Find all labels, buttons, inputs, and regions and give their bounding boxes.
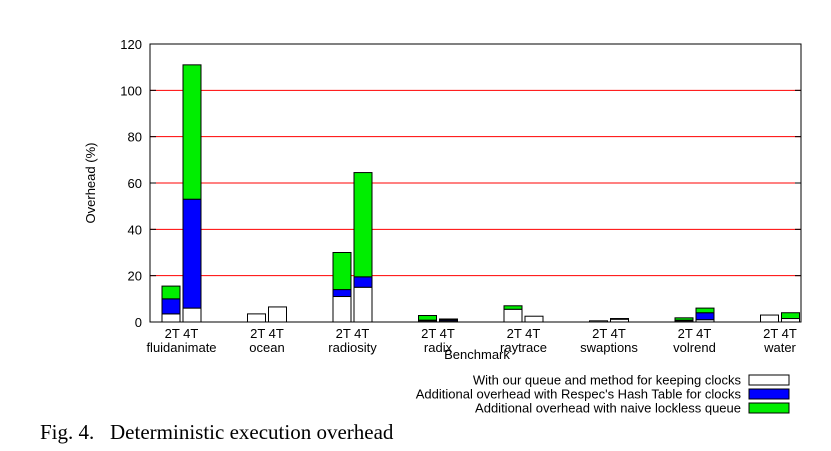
subcategory-label: 2T — [678, 326, 693, 341]
legend: With our queue and method for keeping cl… — [416, 373, 790, 416]
subcategory-label: 4T — [180, 326, 199, 341]
legend-swatch — [748, 374, 790, 386]
bar-segment — [161, 298, 181, 315]
subcategory-label: 2T — [250, 326, 265, 341]
subcategory-label: 4T — [607, 326, 626, 341]
bar-segment — [161, 285, 181, 300]
subcategory-labels: 2T 4T — [678, 326, 712, 341]
y-tick-label: 60 — [128, 176, 142, 191]
bar-segment — [332, 289, 352, 298]
subcategory-labels: 2T 4T — [165, 326, 199, 341]
bar-segment — [247, 313, 266, 323]
bar-segment — [353, 286, 373, 323]
bar-segment — [524, 315, 544, 323]
subcategory-labels: 2T 4T — [336, 326, 370, 341]
figure-caption: Fig. 4. Deterministic execution overhead — [40, 420, 394, 444]
subcategory-labels: 2T 4T — [421, 326, 455, 341]
bar-segment — [353, 172, 373, 278]
bar-segment — [781, 312, 800, 320]
bar-segment — [503, 305, 523, 310]
bar-segment — [332, 296, 352, 323]
category-label: water — [763, 340, 796, 355]
y-tick-label: 80 — [128, 130, 142, 145]
subcategory-label: 2T — [421, 326, 436, 341]
legend-label: Additional overhead with Respec's Hash T… — [416, 387, 742, 402]
bar-segment — [781, 318, 800, 323]
bars — [161, 64, 800, 323]
subcategory-label: 2T — [763, 326, 778, 341]
subcategory-label: 2T — [507, 326, 522, 341]
bar-segment — [695, 312, 715, 321]
bar-segment — [182, 64, 202, 200]
subcategory-label: 2T — [592, 326, 607, 341]
category-label: radiosity — [328, 340, 377, 355]
subcategory-labels: 2T 4T — [250, 326, 284, 341]
legend-label: Additional overhead with naive lockless … — [475, 401, 741, 416]
subcategory-labels: 2T 4T — [507, 326, 541, 341]
subcategory-label: 4T — [351, 326, 370, 341]
bar-segment — [332, 252, 352, 291]
legend-swatch — [748, 402, 790, 414]
subcategory-label: 2T — [336, 326, 351, 341]
category-label: volrend — [673, 340, 716, 355]
subcategory-label: 2T — [165, 326, 180, 341]
bar-segment — [268, 306, 287, 323]
category-label: raytrace — [500, 340, 547, 355]
category-label: radix — [424, 340, 453, 355]
grid-lines — [150, 89, 801, 277]
y-tick-label: 100 — [120, 83, 142, 98]
y-tick-label: 0 — [135, 315, 142, 330]
bar-segment — [182, 307, 202, 323]
category-label: ocean — [249, 340, 284, 355]
subcategory-label: 4T — [265, 326, 284, 341]
category-label: fluidanimate — [146, 340, 216, 355]
bar-segment — [353, 276, 373, 288]
subcategory-label: 4T — [436, 326, 455, 341]
category-label: swaptions — [580, 340, 638, 355]
y-tick-label: 20 — [128, 269, 142, 284]
subcategory-label: 4T — [522, 326, 541, 341]
subcategory-label: 4T — [693, 326, 712, 341]
bar-segment — [674, 317, 694, 321]
bar-segment — [439, 318, 458, 321]
bar-segment — [418, 315, 437, 321]
subcategory-labels: 2T 4T — [763, 326, 797, 341]
subcategory-labels: 2T 4T — [592, 326, 626, 341]
y-axis-label: Overhead (%) — [83, 143, 98, 224]
x-axis-label: Benchmark — [444, 347, 510, 362]
bar-segment — [760, 314, 779, 323]
y-tick-label: 120 — [120, 37, 142, 52]
bar-segment — [695, 307, 715, 314]
subcategory-label: 4T — [778, 326, 797, 341]
legend-swatch — [748, 388, 790, 400]
legend-label: With our queue and method for keeping cl… — [473, 373, 742, 388]
bar-segment — [182, 198, 202, 309]
y-axis-ticks: 0 20 40 60 80 100 120 — [120, 37, 801, 330]
y-tick-label: 40 — [128, 222, 142, 237]
bar-segment — [503, 308, 523, 323]
bar-segment — [610, 318, 629, 320]
bar-segment — [161, 313, 181, 323]
